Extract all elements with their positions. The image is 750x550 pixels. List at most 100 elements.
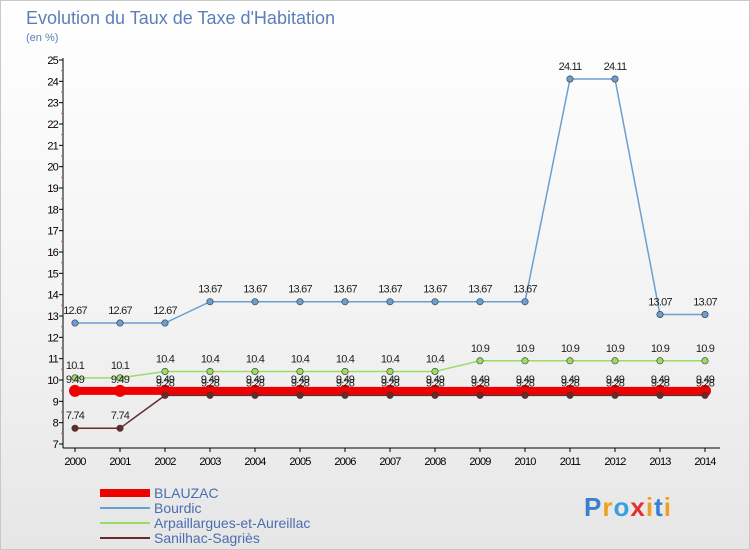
data-label: 9.49: [426, 374, 445, 386]
data-label: 9.49: [111, 374, 130, 386]
y-tick-label: 17: [47, 226, 58, 238]
x-tick-label: 2014: [694, 456, 716, 468]
data-point: [206, 367, 214, 375]
data-label: 13.67: [423, 284, 447, 296]
x-tick-label: 2000: [64, 456, 86, 468]
data-label: 12.67: [153, 305, 177, 317]
data-label: 13.07: [648, 297, 672, 309]
data-point: [341, 298, 349, 306]
data-label: 9.28: [291, 377, 310, 389]
data-label: 9.49: [201, 374, 220, 386]
series-line-3: [75, 394, 705, 429]
y-tick-label: 23: [47, 98, 58, 110]
data-label: 9.28: [651, 377, 670, 389]
x-tick-label: 2007: [379, 456, 401, 468]
data-point: [431, 391, 439, 399]
data-point: [71, 374, 79, 382]
legend-label: BLAUZAC: [154, 485, 219, 501]
data-point: [521, 357, 529, 365]
data-label: 9.49: [651, 374, 670, 386]
data-point: [116, 374, 124, 382]
data-point: [161, 391, 169, 399]
data-label: 24.11: [559, 61, 582, 73]
logo-letter: i: [646, 492, 654, 522]
legend: BLAUZACBourdicArpaillargues-et-Aureillac…: [100, 485, 310, 546]
data-label: 9.28: [336, 377, 355, 389]
y-tick-label: 18: [47, 204, 58, 216]
data-label: 9.49: [696, 374, 715, 386]
logo-text: Proxiti: [584, 492, 672, 522]
data-point: [386, 298, 394, 306]
y-tick-label: 20: [47, 162, 58, 174]
data-point: [476, 357, 484, 365]
x-tick-label: 2011: [560, 456, 581, 468]
data-point: [521, 298, 529, 306]
data-label: 9.49: [516, 374, 535, 386]
x-tick-label: 2013: [649, 456, 671, 468]
data-point: [296, 391, 304, 399]
data-label: 10.1: [66, 360, 85, 372]
data-point: [386, 391, 394, 399]
data-label: 12.67: [63, 305, 87, 317]
x-tick-label: 2001: [109, 456, 131, 468]
data-point: [431, 298, 439, 306]
y-tick-label: 11: [48, 354, 59, 366]
x-tick-label: 2005: [289, 456, 311, 468]
data-point: [206, 298, 214, 306]
data-label: 10.9: [606, 343, 625, 355]
data-label: 9.49: [291, 374, 310, 386]
data-point: [566, 75, 574, 83]
x-tick-label: 2006: [334, 456, 356, 468]
y-tick-label: 21: [47, 140, 58, 152]
data-point: [611, 391, 619, 399]
data-label: 10.4: [336, 353, 355, 365]
logo-letter: t: [654, 492, 664, 522]
data-point: [114, 384, 126, 397]
data-label: 9.49: [606, 374, 625, 386]
y-tick-label: 19: [47, 183, 58, 195]
data-point: [71, 424, 79, 432]
data-point: [341, 391, 349, 399]
data-point: [656, 357, 664, 365]
y-tick-label: 13: [47, 311, 58, 323]
data-point: [476, 298, 484, 306]
data-point: [611, 357, 619, 365]
data-label: 10.4: [156, 353, 175, 365]
data-label: 24.11: [604, 61, 627, 73]
data-point: [251, 391, 259, 399]
x-tick-label: 2008: [424, 456, 446, 468]
data-point: [656, 391, 664, 399]
data-label: 10.9: [516, 343, 535, 355]
y-tick-label: 9: [53, 396, 59, 408]
data-label: 9.49: [156, 374, 175, 386]
data-label: 13.67: [243, 284, 267, 296]
axes: 7 8 9 10 11 12 13 14 15 16 17 18 19 20 21 22 23 24 25 2000 2…: [47, 55, 720, 468]
x-tick-label: 2009: [469, 456, 491, 468]
y-tick-label: 12: [47, 332, 58, 344]
data-point: [566, 357, 574, 365]
data-label: 10.4: [291, 353, 310, 365]
data-label: 10.9: [651, 343, 670, 355]
data-label: 7.74: [111, 410, 130, 422]
data-label: 13.07: [693, 297, 717, 309]
data-point: [69, 384, 81, 397]
data-label: 9.28: [201, 377, 220, 389]
data-label: 10.4: [426, 353, 445, 365]
data-label: 13.67: [513, 284, 537, 296]
data-label: 10.4: [381, 353, 400, 365]
data-label: 13.67: [468, 284, 492, 296]
data-label: 13.67: [333, 284, 357, 296]
legend-label: Sanilhac-Sagriès: [154, 530, 260, 546]
legend-label: Arpaillargues-et-Aureillac: [154, 515, 310, 531]
y-tick-label: 16: [47, 247, 58, 259]
data-label: 9.28: [561, 377, 580, 389]
data-label: 9.28: [426, 377, 445, 389]
data-label: 9.28: [696, 377, 715, 389]
chart-subtitle: (en %): [26, 32, 58, 44]
data-label: 9.49: [246, 374, 265, 386]
y-tick-label: 22: [47, 119, 58, 131]
data-point: [521, 391, 529, 399]
data-point: [701, 311, 709, 319]
data-point: [611, 75, 619, 83]
x-tick-label: 2003: [199, 456, 221, 468]
